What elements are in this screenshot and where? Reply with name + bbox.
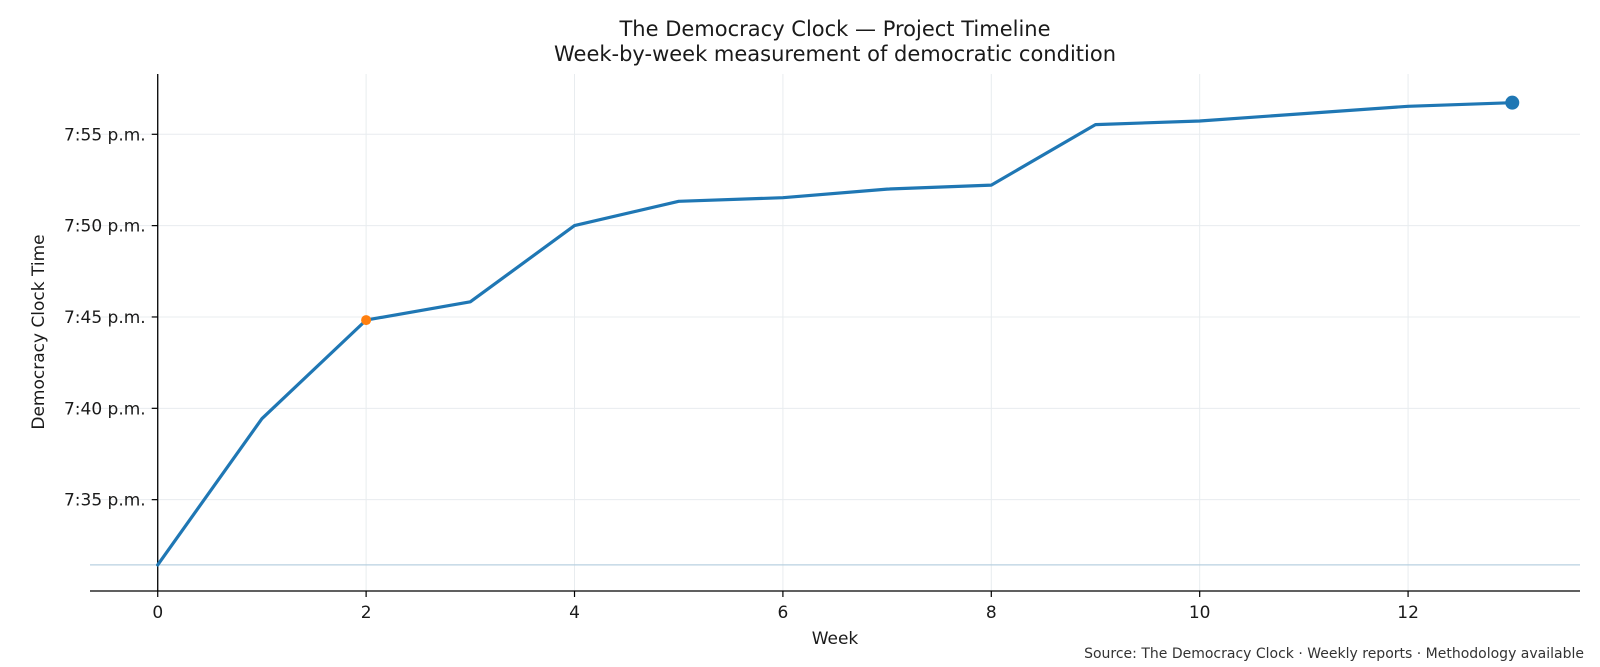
y-axis-label: Democracy Clock Time	[29, 234, 49, 429]
x-tick-label: 6	[777, 603, 788, 623]
series-line	[156, 101, 1514, 567]
y-tick-label: 7:35 p.m.	[64, 491, 146, 511]
highlight-point	[361, 315, 372, 326]
y-tick-label: 7:50 p.m.	[64, 217, 146, 237]
x-tick-label: 2	[361, 603, 372, 623]
chart-title: The Democracy Clock — Project Timeline	[618, 17, 1050, 41]
y-tick-label: 7:40 p.m.	[64, 399, 146, 419]
x-tick-label: 10	[1189, 603, 1211, 623]
x-axis-label: Week	[812, 629, 859, 649]
x-tick-label: 4	[569, 603, 580, 623]
source-note: Source: The Democracy Clock · Weekly rep…	[1084, 646, 1584, 662]
tick-labels: 0 2 4 6 8 10 12 7:35 p.m. 7:40 p.m. 7:45 p.m. 7:50…	[64, 125, 1419, 623]
highlight-points	[361, 95, 1520, 326]
grid	[90, 74, 1580, 591]
y-tick-label: 7:45 p.m.	[64, 308, 146, 328]
x-tick-label: 8	[986, 603, 997, 623]
x-tick-label: 12	[1397, 603, 1419, 623]
y-tick-label: 7:55 p.m.	[64, 125, 146, 145]
series	[156, 101, 1514, 567]
highlight-point	[1505, 95, 1520, 110]
axes	[90, 74, 1580, 592]
chart-subtitle: Week-by-week measurement of democratic c…	[554, 42, 1116, 66]
x-tick-label: 0	[152, 603, 163, 623]
